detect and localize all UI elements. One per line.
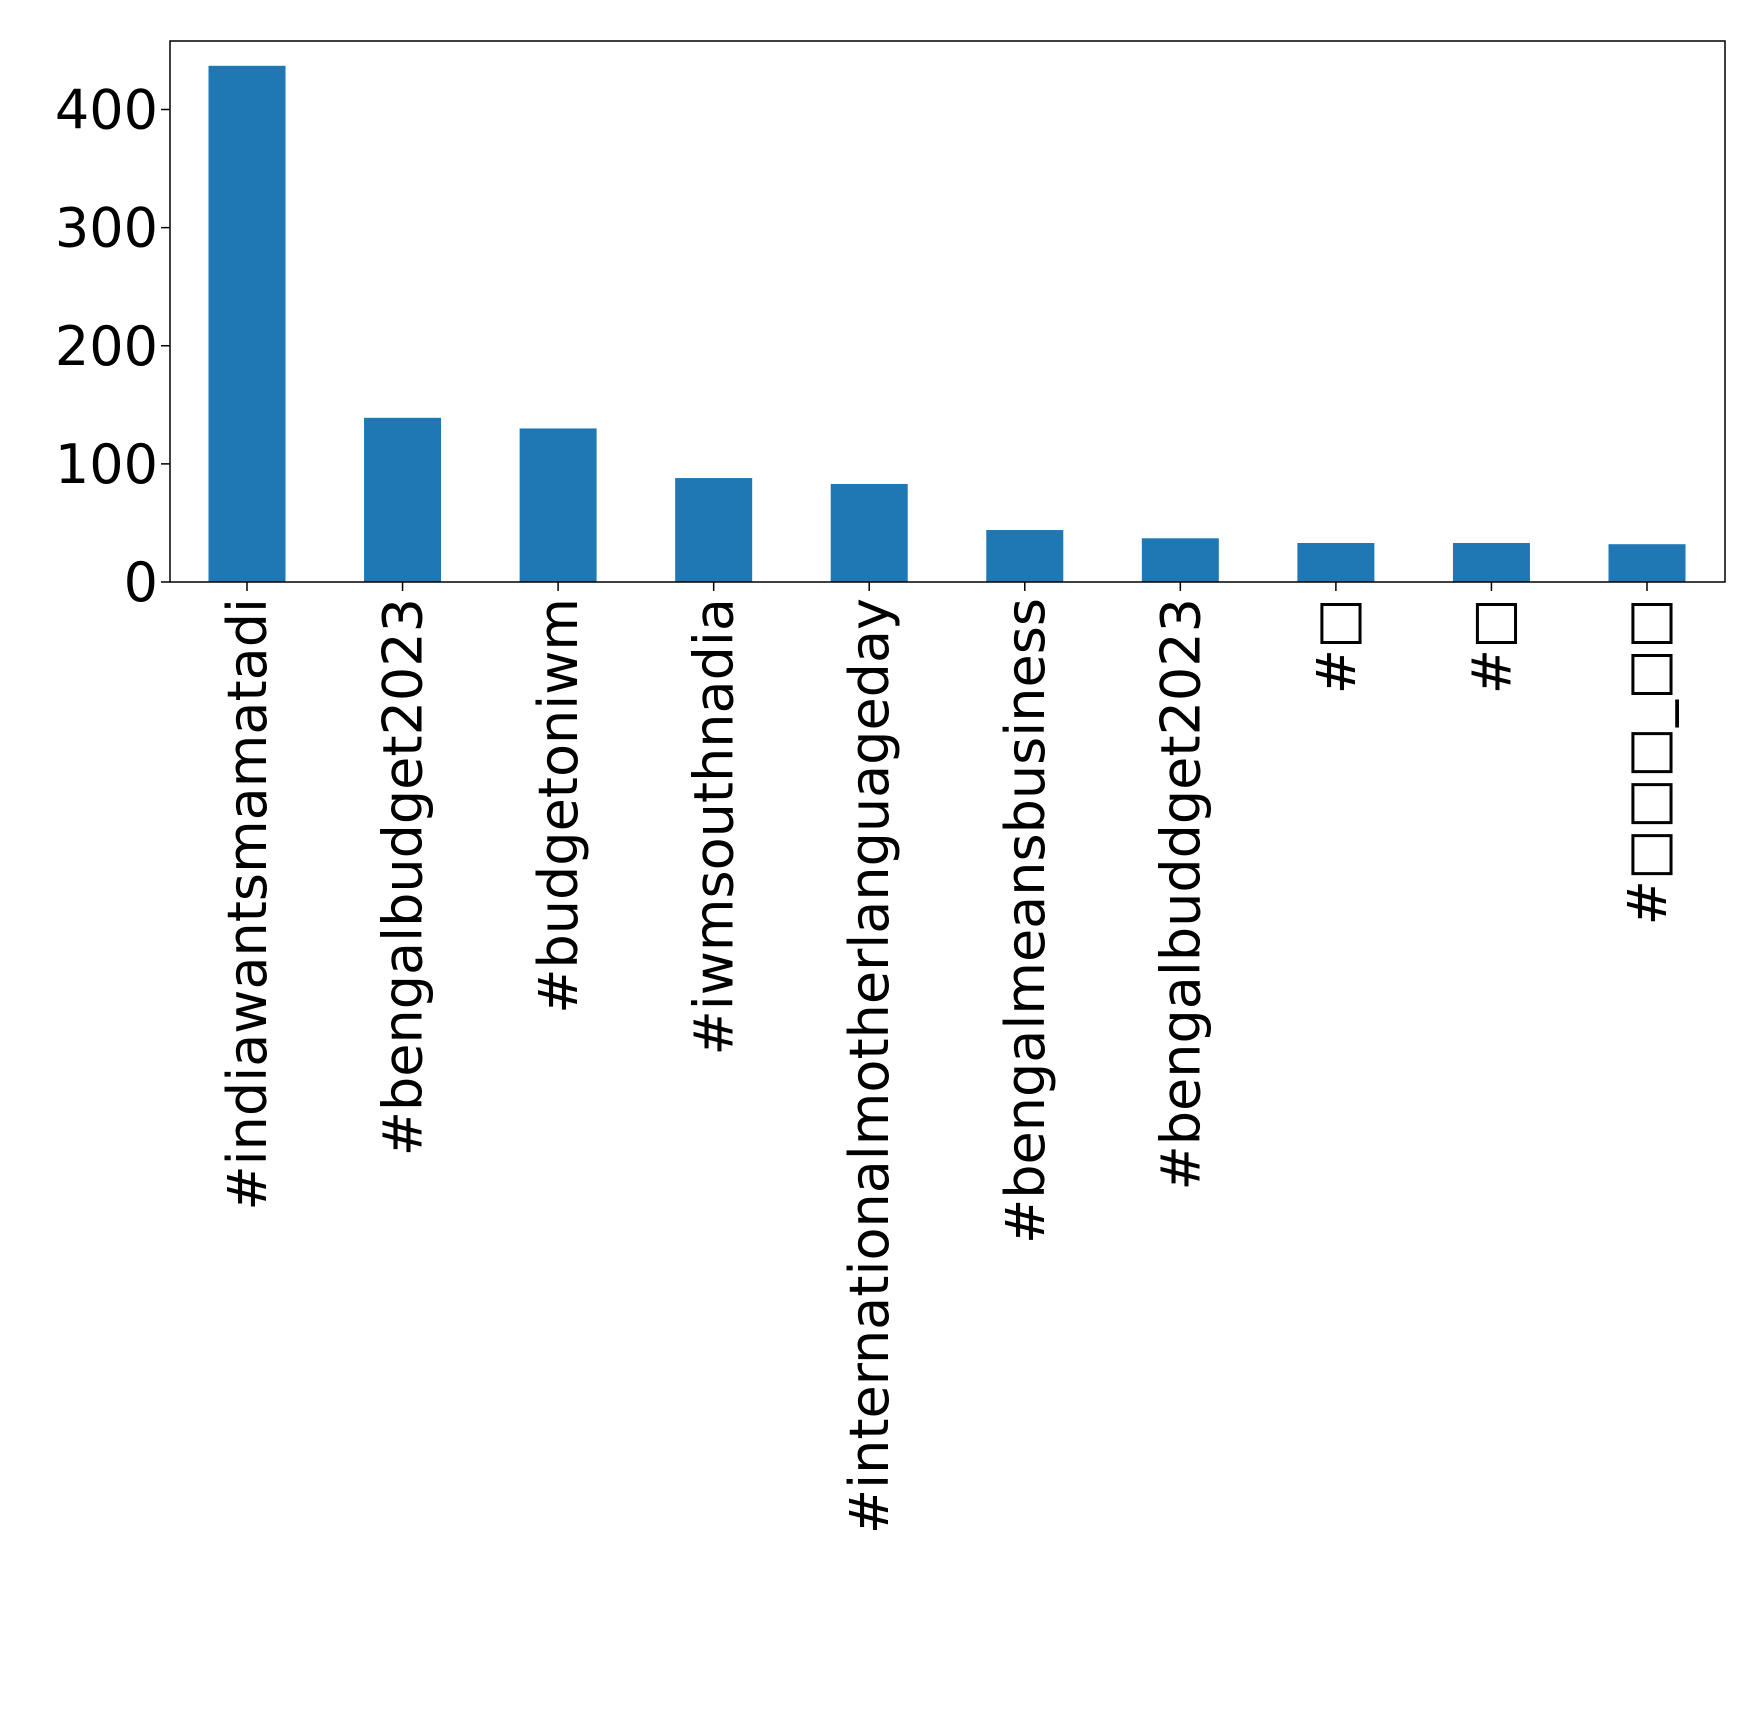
bar-3 [675, 478, 753, 582]
x-tick-label: #budgetoniwm [527, 598, 590, 1014]
y-tick-label: 100 [55, 433, 158, 496]
plot-frame [169, 40, 1726, 583]
x-axis: #indiawantsmamatadi #bengalbudget2023 #bud… [216, 582, 1679, 1534]
y-tick-label: 200 [55, 315, 158, 378]
y-tick-label: 400 [55, 79, 158, 142]
x-tick-label: #□ [1460, 598, 1523, 694]
bar-6 [1141, 538, 1219, 582]
bar-0 [208, 65, 286, 583]
x-tick-label: #iwmsouthnadia [683, 598, 746, 1055]
bar-7 [1297, 543, 1375, 582]
bar-5 [986, 530, 1064, 582]
bar-8 [1452, 543, 1530, 582]
x-tick-label: #□□□_□□ [1616, 598, 1679, 925]
bar-9 [1608, 544, 1686, 582]
y-tick-label: 0 [124, 551, 158, 614]
y-axis: 0 100 200 300 400 [55, 79, 170, 614]
x-tick-label: #bengalbuddget2023 [1149, 598, 1212, 1191]
y-tick-label: 300 [55, 197, 158, 260]
bar-1 [364, 417, 442, 582]
bars-group [208, 65, 1686, 583]
x-tick-label: #bengalmeansbusiness [994, 598, 1057, 1244]
x-tick-label: #bengalbudget2023 [372, 598, 435, 1156]
x-tick-label: #□ [1305, 598, 1368, 694]
bar-4 [830, 483, 908, 582]
bar-2 [519, 428, 597, 582]
x-tick-label: #internationalmotherlanguageday [838, 598, 901, 1534]
x-tick-label: #indiawantsmamatadi [216, 598, 279, 1211]
